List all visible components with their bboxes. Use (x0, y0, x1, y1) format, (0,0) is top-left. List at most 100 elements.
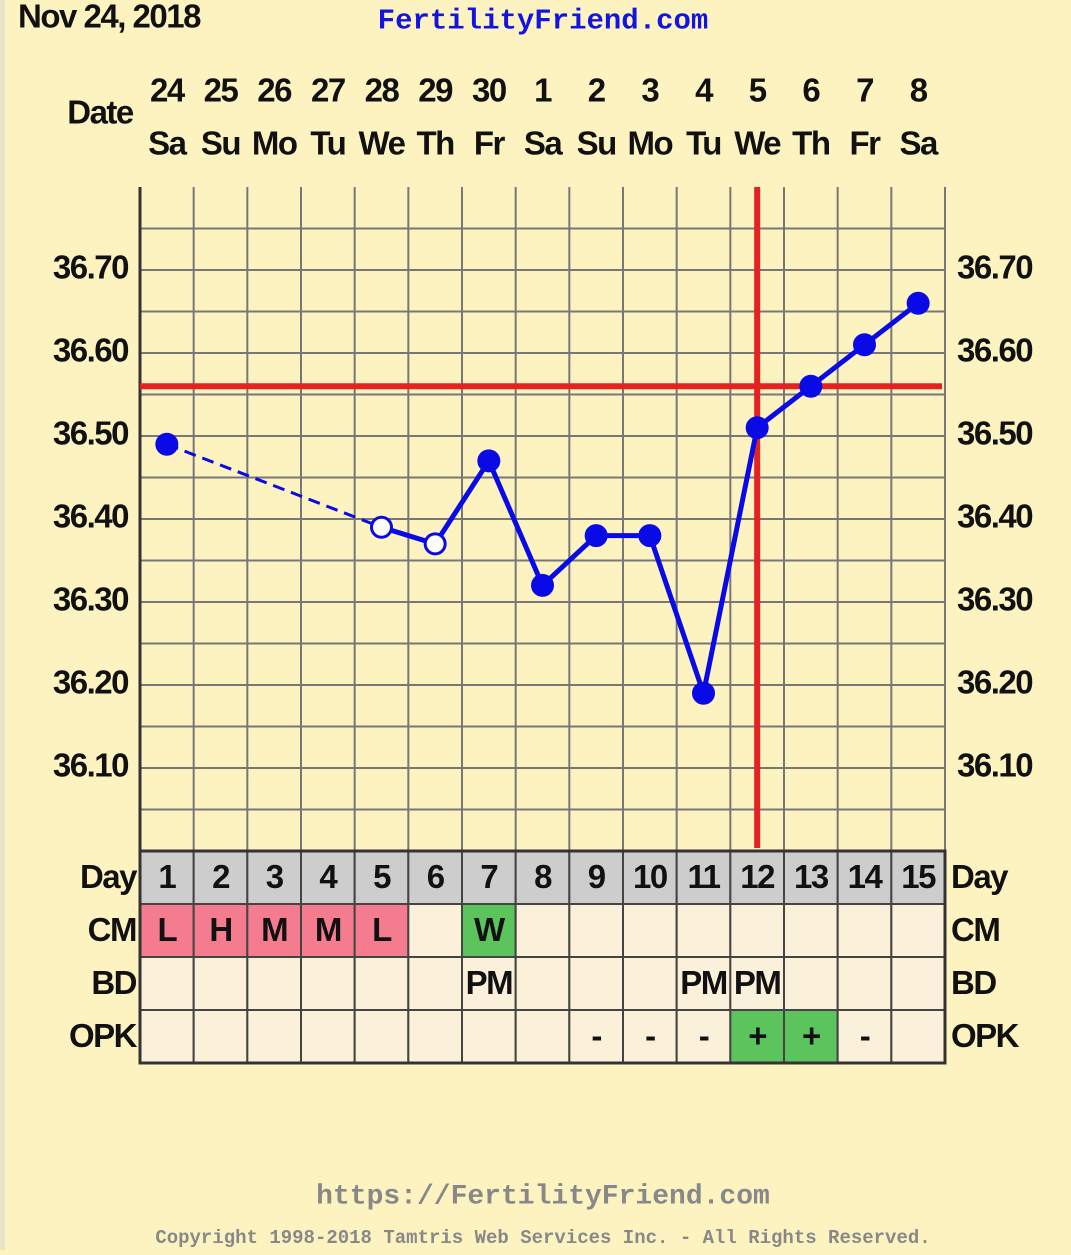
row-label-right: BD (951, 964, 996, 1001)
row-cell (407, 903, 464, 958)
row-value: L (157, 911, 177, 948)
row-cell (246, 956, 302, 1011)
day-number: 3 (266, 858, 284, 895)
row-label: BD (91, 964, 136, 1001)
row-value: + (802, 1017, 820, 1054)
day-number: 15 (901, 858, 936, 895)
row-cell (246, 903, 302, 958)
row-cell (514, 1009, 571, 1064)
y-tick-label-right: 36.60 (957, 332, 1032, 369)
y-tick-label-right: 36.40 (957, 498, 1032, 535)
row-cell (675, 1009, 732, 1064)
y-tick-label: 36.20 (53, 664, 128, 701)
row-value: - (591, 1017, 601, 1054)
row-cell (783, 903, 839, 958)
y-tick-label: 36.50 (53, 415, 128, 452)
row-label-right: CM (951, 911, 999, 948)
row-cell (890, 903, 946, 958)
weekday: We (734, 125, 781, 162)
row-cell (568, 956, 624, 1011)
weekday: Sa (899, 125, 939, 162)
row-cell (729, 1009, 785, 1064)
temperature-point (531, 573, 554, 597)
date-number: 3 (641, 72, 659, 109)
day-number: 14 (848, 858, 884, 895)
row-value: + (748, 1017, 766, 1054)
y-tick-label-right: 36.10 (957, 747, 1032, 784)
day-number: 13 (794, 858, 829, 895)
site-title: FertilityFriend.com (378, 5, 709, 38)
row-cell (461, 1009, 517, 1064)
row-label: CM (88, 911, 136, 948)
row-cell (246, 1009, 302, 1064)
temperature-point (906, 291, 930, 315)
row-cell (622, 956, 678, 1011)
day-number: 6 (427, 858, 445, 895)
day-number: 10 (633, 858, 667, 895)
table-border (138, 849, 947, 1065)
day-cell (246, 850, 302, 905)
weekday: Su (577, 125, 616, 162)
day-number: 5 (373, 858, 391, 895)
day-label-right: Day (951, 858, 1009, 895)
date-number: 25 (204, 72, 239, 109)
day-label: Day (80, 858, 138, 895)
date-number: 4 (695, 72, 714, 109)
row-cell (353, 903, 410, 958)
row-cell (300, 956, 356, 1011)
day-number: 12 (740, 858, 775, 895)
date-number: 27 (311, 72, 345, 109)
temperature-point (155, 432, 179, 456)
weekday: Su (201, 125, 240, 162)
date-number: 30 (472, 72, 506, 109)
gap-bridge (166, 442, 383, 529)
row-cell (568, 903, 624, 958)
y-tick-label: 36.70 (53, 249, 128, 286)
y-tick-label-right: 36.20 (957, 664, 1032, 701)
row-label: OPK (69, 1017, 138, 1054)
day-number: 8 (534, 858, 552, 895)
row-value: M (315, 911, 341, 948)
temperature-point (477, 449, 501, 473)
day-number: 9 (588, 858, 606, 895)
chart-date: Nov 24, 2018 (18, 0, 201, 35)
date-number: 28 (365, 72, 400, 109)
row-cell (890, 1009, 946, 1064)
temperature-point (638, 524, 662, 548)
row-cell (514, 903, 571, 958)
weekday: Fr (474, 125, 506, 162)
weekday: Tu (310, 125, 345, 162)
row-cell (729, 903, 785, 958)
row-value: M (261, 911, 287, 948)
row-cell (514, 956, 571, 1011)
row-value: PM (680, 964, 727, 1001)
copyright: Copyright 1998-2018 Tamtris Web Services… (155, 1227, 930, 1249)
date-number: 29 (418, 72, 453, 109)
row-cell (353, 1009, 410, 1064)
weekday: Fr (850, 125, 882, 162)
date-label: Date (67, 94, 134, 131)
left-edge (0, 0, 5, 1250)
date-number: 8 (910, 72, 928, 109)
date-number: 26 (257, 72, 292, 109)
row-value: - (699, 1017, 709, 1054)
weekday: We (359, 125, 406, 162)
y-tick-label-right: 36.50 (957, 415, 1032, 452)
day-cell (622, 850, 678, 905)
row-cell (192, 1009, 249, 1064)
row-cell (139, 1009, 195, 1064)
row-cell (407, 1009, 464, 1064)
row-cell (192, 956, 249, 1011)
row-cell (139, 956, 195, 1011)
temperature-point (853, 333, 876, 357)
date-number: 2 (588, 72, 606, 109)
weekday: Tu (686, 125, 721, 162)
weekday: Th (792, 125, 830, 162)
row-value: H (209, 911, 231, 948)
y-tick-label-right: 36.30 (957, 581, 1032, 618)
day-number: 11 (688, 858, 721, 895)
y-tick-label-right: 36.70 (957, 249, 1032, 286)
row-label-right: OPK (951, 1017, 1020, 1054)
